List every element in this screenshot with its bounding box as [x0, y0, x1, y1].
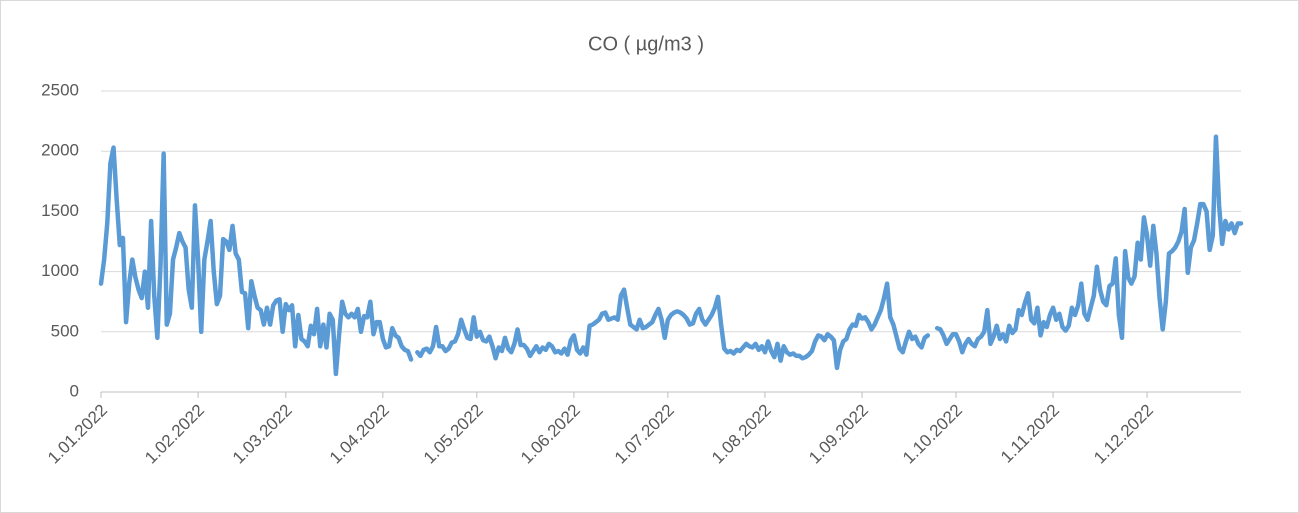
data-line: [98, 134, 1244, 377]
y-tick-label: 0: [70, 381, 79, 400]
y-tick-label: 1000: [41, 261, 79, 280]
y-tick-label: 2000: [41, 141, 79, 160]
y-tick-label: 2500: [41, 80, 79, 99]
chart-title: CO ( µg/m3 ): [588, 33, 704, 55]
y-tick-label: 500: [51, 321, 79, 340]
y-tick-label: 1500: [41, 201, 79, 220]
